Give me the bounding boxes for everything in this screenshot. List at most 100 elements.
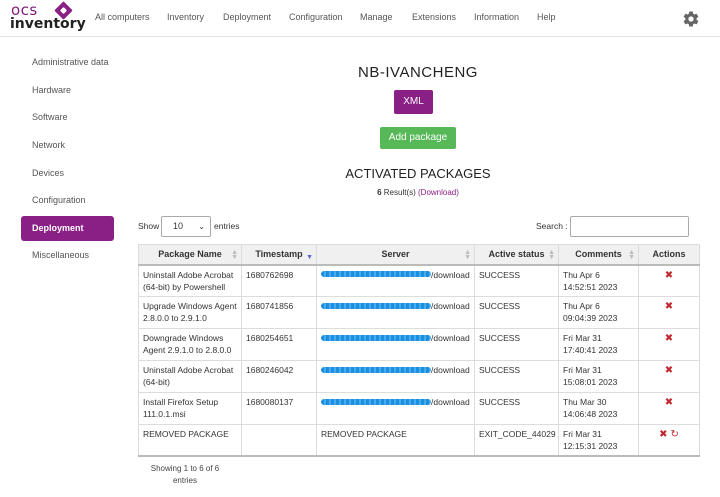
page-size-value: 10: [173, 221, 184, 231]
cell-comments: Thu Apr 6 14:52:51 2023: [558, 264, 639, 297]
table-row: Uninstall Adobe Acrobat (64-bit) by Powe…: [138, 264, 700, 297]
cell-comments: Thu Apr 6 09:04:39 2023: [558, 296, 639, 329]
column-header-active-status[interactable]: Active status ▲ ▼: [474, 244, 559, 266]
sidebar-item-deployment[interactable]: Deployment: [21, 216, 114, 241]
delete-icon[interactable]: ✖: [664, 301, 674, 312]
cell-comments: Fri Mar 31 17:40:41 2023: [558, 328, 639, 361]
table-row: Uninstall Adobe Acrobat (64-bit) 1680246…: [138, 360, 700, 393]
column-header-timestamp[interactable]: Timestamp ▼: [241, 244, 317, 266]
cell-timestamp: [241, 424, 317, 457]
top-navbar: ocs inventory All computers Inventory De…: [0, 0, 720, 37]
download-link[interactable]: (Download): [418, 188, 459, 197]
cell-package-name: Downgrade Windows Agent 2.9.1.0 to 2.8.0…: [138, 328, 242, 361]
page-size-select[interactable]: 10 ⌄: [161, 216, 211, 237]
delete-icon[interactable]: ✖: [659, 429, 668, 440]
cell-comments: Fri Mar 31 12:15:31 2023: [558, 424, 639, 457]
nav-inventory[interactable]: Inventory: [167, 12, 205, 22]
column-header-label: Actions: [652, 249, 686, 260]
column-header-label: Comments: [575, 249, 622, 260]
sidebar-item-configuration[interactable]: Configuration: [32, 195, 86, 205]
cell-server: /download: [316, 296, 475, 329]
logo-text-inventory: inventory: [10, 16, 86, 32]
table-row: REMOVED PACKAGE REMOVED PACKAGE EXIT_COD…: [138, 424, 700, 457]
column-header-server[interactable]: Server ▲ ▼: [316, 244, 475, 266]
delete-icon[interactable]: ✖: [664, 269, 674, 281]
logo-text-ocs: ocs: [11, 1, 38, 19]
pagination-info: Showing 1 to 6 of 6 entries: [150, 464, 220, 485]
column-header-label: Server: [381, 249, 410, 260]
cell-timestamp: 1680254651: [241, 328, 317, 361]
redacted-server: [321, 334, 431, 341]
column-header-package-name[interactable]: Package Name ▲ ▼: [138, 244, 242, 266]
redacted-server: [321, 271, 431, 278]
sort-icon: ▲ ▼: [548, 249, 555, 261]
search-label: Search :: [536, 221, 568, 231]
server-suffix: /download: [431, 269, 470, 280]
sidebar-item-hardware[interactable]: Hardware: [32, 85, 72, 95]
sort-icon: ▲ ▼: [231, 249, 238, 261]
packages-table: Package Name ▲ ▼ Timestamp ▼ Server ▲ ▼ Activ…: [138, 244, 700, 457]
ocs-inventory-logo[interactable]: ocs inventory: [8, 1, 86, 33]
column-header-label: Timestamp: [255, 249, 303, 260]
column-header-comments[interactable]: Comments ▲ ▼: [558, 244, 639, 266]
delete-icon[interactable]: ✖: [664, 397, 674, 408]
cell-package-name: Install Firefox Setup 111.0.1.msi: [138, 392, 242, 425]
table-row: Install Firefox Setup 111.0.1.msi 168008…: [138, 392, 700, 425]
nav-manage[interactable]: Manage: [360, 12, 393, 22]
cell-actions: ✖: [638, 392, 700, 425]
sidebar-item-administrative-data[interactable]: Administrative data: [32, 57, 109, 67]
cell-status: SUCCESS: [474, 296, 559, 329]
cell-server: /download: [316, 328, 475, 361]
cell-actions: ✖: [638, 264, 700, 297]
page-title: NB-IVANCHENG: [358, 64, 478, 81]
nav-configuration[interactable]: Configuration: [289, 12, 343, 22]
search-input[interactable]: [570, 216, 689, 237]
server-suffix: /download: [431, 333, 470, 343]
table-row: Downgrade Windows Agent 2.9.1.0 to 2.8.0…: [138, 328, 700, 361]
sidebar-item-network[interactable]: Network: [32, 140, 66, 150]
sidebar-item-software[interactable]: Software: [32, 112, 68, 122]
cell-actions: ✖: [638, 360, 700, 393]
delete-icon[interactable]: ✖: [664, 365, 674, 376]
nav-extensions[interactable]: Extensions: [412, 12, 457, 22]
chevron-down-icon: ⌄: [198, 222, 205, 231]
gear-icon[interactable]: [682, 10, 700, 28]
sidebar-item-devices[interactable]: Devices: [32, 168, 65, 178]
xml-button[interactable]: XML: [394, 90, 433, 114]
cell-package-name: Uninstall Adobe Acrobat (64-bit): [138, 360, 242, 393]
server-suffix: /download: [431, 365, 470, 375]
column-header-label: Active status: [488, 249, 545, 260]
reload-icon[interactable]: ↻: [670, 429, 679, 440]
nav-deployment[interactable]: Deployment: [223, 12, 272, 22]
cell-server: REMOVED PACKAGE: [316, 424, 475, 457]
sidebar-item-miscellaneous[interactable]: Miscellaneous: [32, 250, 90, 260]
server-suffix: /download: [431, 397, 470, 407]
cell-timestamp: 1680080137: [241, 392, 317, 425]
cell-status: EXIT_CODE_44029: [474, 424, 559, 457]
cell-status: SUCCESS: [474, 392, 559, 425]
table-header-row: Package Name ▲ ▼ Timestamp ▼ Server ▲ ▼ Activ…: [138, 244, 700, 266]
add-package-button[interactable]: Add package: [380, 127, 456, 149]
nav-information[interactable]: Information: [474, 12, 520, 22]
column-header-label: Package Name: [158, 249, 222, 260]
delete-icon[interactable]: ✖: [664, 333, 674, 344]
nav-help[interactable]: Help: [537, 12, 556, 22]
server-suffix: /download: [431, 301, 470, 311]
cell-status: SUCCESS: [474, 360, 559, 393]
cell-timestamp: 1680246042: [241, 360, 317, 393]
entries-label: entries: [214, 221, 240, 231]
sort-icon: ▲ ▼: [628, 249, 635, 261]
sort-desc-icon: ▼: [306, 254, 313, 261]
nav-all-computers[interactable]: All computers: [95, 12, 150, 22]
cell-actions: ✖: [638, 296, 700, 329]
cell-comments: Thu Mar 30 14:06:48 2023: [558, 392, 639, 425]
column-header-actions: Actions: [638, 244, 700, 266]
cell-server: /download: [316, 392, 475, 425]
result-count-label: Result(s): [383, 188, 416, 197]
show-label: Show: [138, 221, 160, 231]
cell-package-name: Uninstall Adobe Acrobat (64-bit) by Powe…: [138, 264, 242, 297]
redacted-server: [321, 398, 431, 405]
cell-package-name: Upgrade Windows Agent 2.8.0.0 to 2.9.1.0: [138, 296, 242, 329]
section-title: ACTIVATED PACKAGES: [345, 166, 491, 181]
cell-actions: ✖: [638, 328, 700, 361]
